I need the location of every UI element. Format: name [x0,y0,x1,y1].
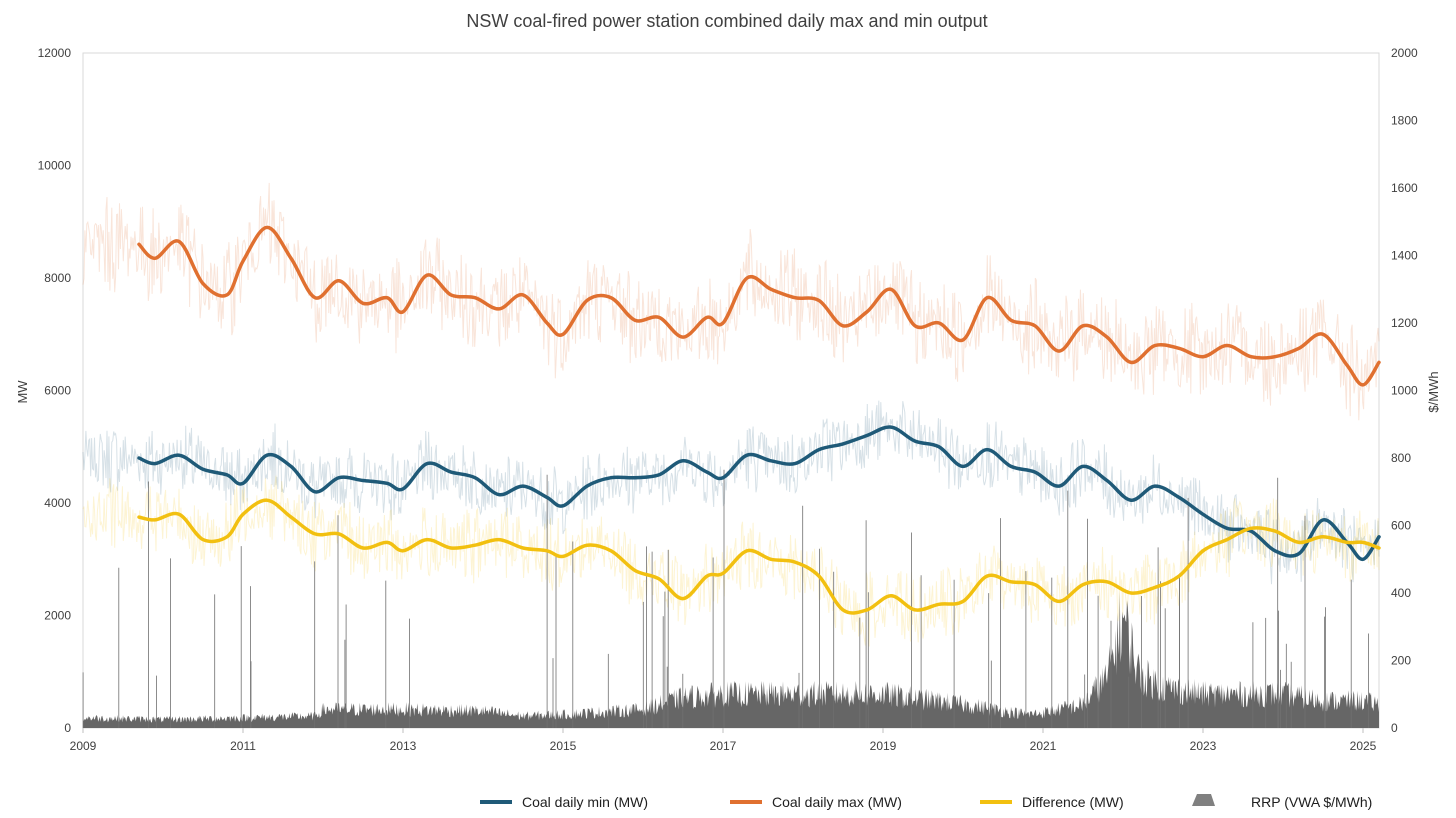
y2-tick-label: 1400 [1391,249,1418,263]
y-tick-label: 6000 [44,384,71,398]
series-line-coal-min [137,425,1381,562]
legend-label: Coal daily min (MW) [522,794,648,810]
x-tick-label: 2025 [1350,739,1377,753]
legend-label: RRP (VWA $/MWh) [1251,794,1372,810]
y2-tick-label: 1800 [1391,114,1418,128]
x-tick-label: 2015 [550,739,577,753]
y-tick-label: 12000 [38,46,72,60]
x-tick-label: 2019 [870,739,897,753]
x-tick-label: 2023 [1190,739,1217,753]
y2-tick-label: 1000 [1391,384,1418,398]
legend-item-rrp: RRP (VWA $/MWh) [1192,794,1372,810]
x-tick-label: 2021 [1030,739,1057,753]
series-lines [137,225,1381,615]
legend-label: Coal daily max (MW) [772,794,902,810]
y2-tick-label: 400 [1391,586,1411,600]
series-line-difference [137,498,1381,615]
y2-tick-label: 800 [1391,451,1411,465]
legend-item-coal-min: Coal daily min (MW) [480,794,648,810]
x-axis-ticks: 2009 2011 2013 2015 2017 2019 2021 2023 2025 [70,728,1377,753]
y2-tick-label: 2000 [1391,46,1418,60]
series-line-coal-max [137,225,1381,387]
y-tick-label: 8000 [44,271,71,285]
y2-tick-label: 0 [1391,721,1398,735]
y-tick-label: 4000 [44,496,71,510]
y-tick-label: 0 [64,721,71,735]
y-axis-title: MW [15,380,30,404]
plot-area [82,52,1380,729]
x-tick-label: 2009 [70,739,97,753]
legend-item-difference: Difference (MW) [980,794,1124,810]
series-area-rrp [83,591,1379,728]
chart-title: NSW coal-fired power station combined da… [466,11,987,31]
raw-texture-1 [82,400,1380,585]
legend: Coal daily min (MW) Coal daily max (MW) Di… [480,794,1372,810]
y2-tick-label: 1600 [1391,181,1418,195]
x-tick-label: 2011 [230,739,256,753]
y2-tick-label: 1200 [1391,316,1418,330]
legend-label: Difference (MW) [1022,794,1124,810]
y-tick-label: 2000 [44,609,71,623]
y-tick-label: 10000 [38,159,72,173]
rrp-area-layer [82,469,1379,728]
y2-axis-title: $/MWh [1426,371,1441,412]
x-tick-label: 2017 [710,739,737,753]
y2-tick-label: 200 [1391,654,1411,668]
legend-item-coal-max: Coal daily max (MW) [730,794,902,810]
legend-swatch [1192,794,1215,806]
y2-axis-ticks: 0 200 400 600 800 1000 1200 1400 1600 1800 2000 [1391,46,1418,735]
y2-tick-label: 600 [1391,519,1411,533]
x-tick-label: 2013 [390,739,417,753]
y-axis-ticks: 0 2000 4000 6000 8000 10000 12000 [38,46,72,735]
